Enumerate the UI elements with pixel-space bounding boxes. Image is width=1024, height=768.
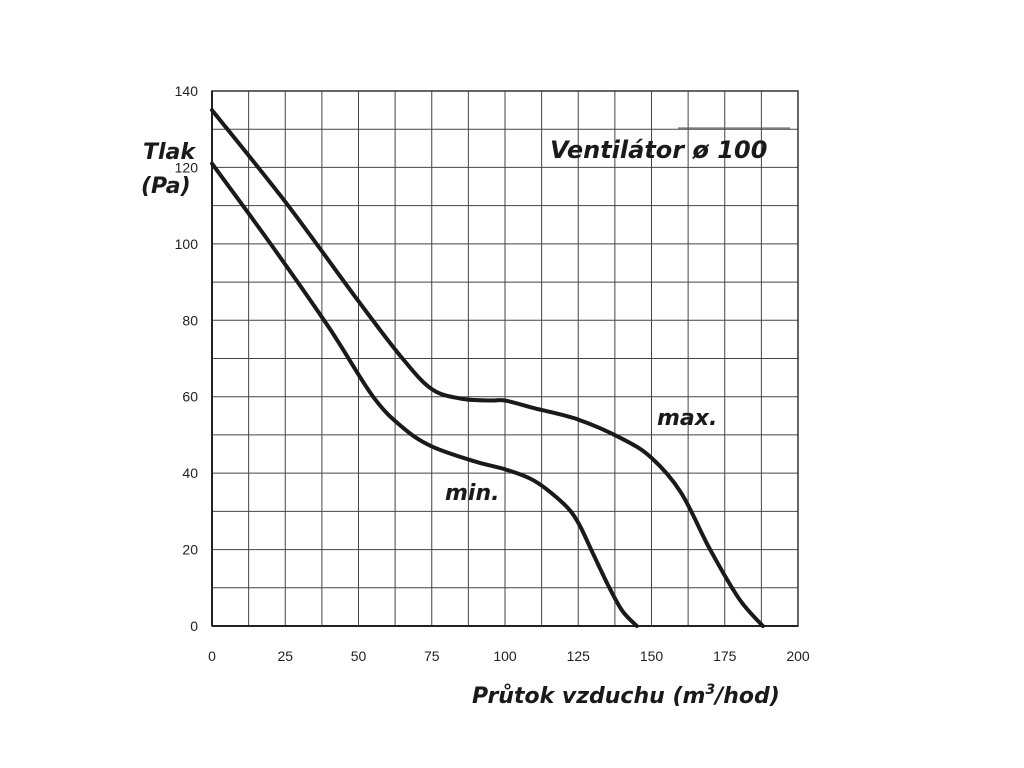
y-tick-label: 60 [182, 389, 198, 405]
x-tick-label: 50 [351, 648, 367, 664]
x-tick-label: 125 [567, 648, 591, 664]
x-tick-label: 25 [277, 648, 293, 664]
y-tick-label: 120 [175, 159, 199, 175]
series-label-min: min. [445, 481, 499, 506]
series-label-max: max. [657, 406, 717, 431]
grid [212, 91, 798, 626]
x-tick-label: 0 [208, 648, 216, 664]
y-tick-label: 140 [175, 83, 199, 99]
x-tick-label: 150 [640, 648, 664, 664]
y-tick-labels: 0 20 40 60 80 100 120 140 [175, 83, 199, 634]
x-tick-label: 200 [786, 648, 810, 664]
y-tick-label: 20 [182, 542, 198, 558]
series-line-min [210, 161, 639, 628]
x-tick-labels: 0 25 50 75 100 125 150 175 200 [208, 648, 810, 664]
x-tick-label: 175 [713, 648, 737, 664]
plot-frame [211, 90, 799, 627]
x-axis-label-end: /hod) [712, 684, 780, 709]
x-tick-label: 75 [424, 648, 440, 664]
chart-title: Ventilátor ø 100 [550, 136, 767, 164]
y-tick-label: 100 [175, 236, 199, 252]
x-tick-label: 100 [493, 648, 517, 664]
y-axis-label-line2: (Pa) [141, 174, 191, 199]
y-tick-label: 0 [190, 618, 198, 634]
x-axis-label-main: Průtok vzduchu (m [472, 683, 705, 709]
x-axis-label: Průtok vzduchu (m3/hod) [472, 682, 780, 709]
y-tick-label: 80 [182, 312, 198, 328]
y-axis-label-line1: Tlak [143, 140, 196, 165]
series-line-max [210, 108, 765, 628]
x-axis-label-superscript: 3 [705, 682, 715, 698]
curves [210, 108, 765, 628]
y-tick-label: 40 [182, 465, 198, 481]
